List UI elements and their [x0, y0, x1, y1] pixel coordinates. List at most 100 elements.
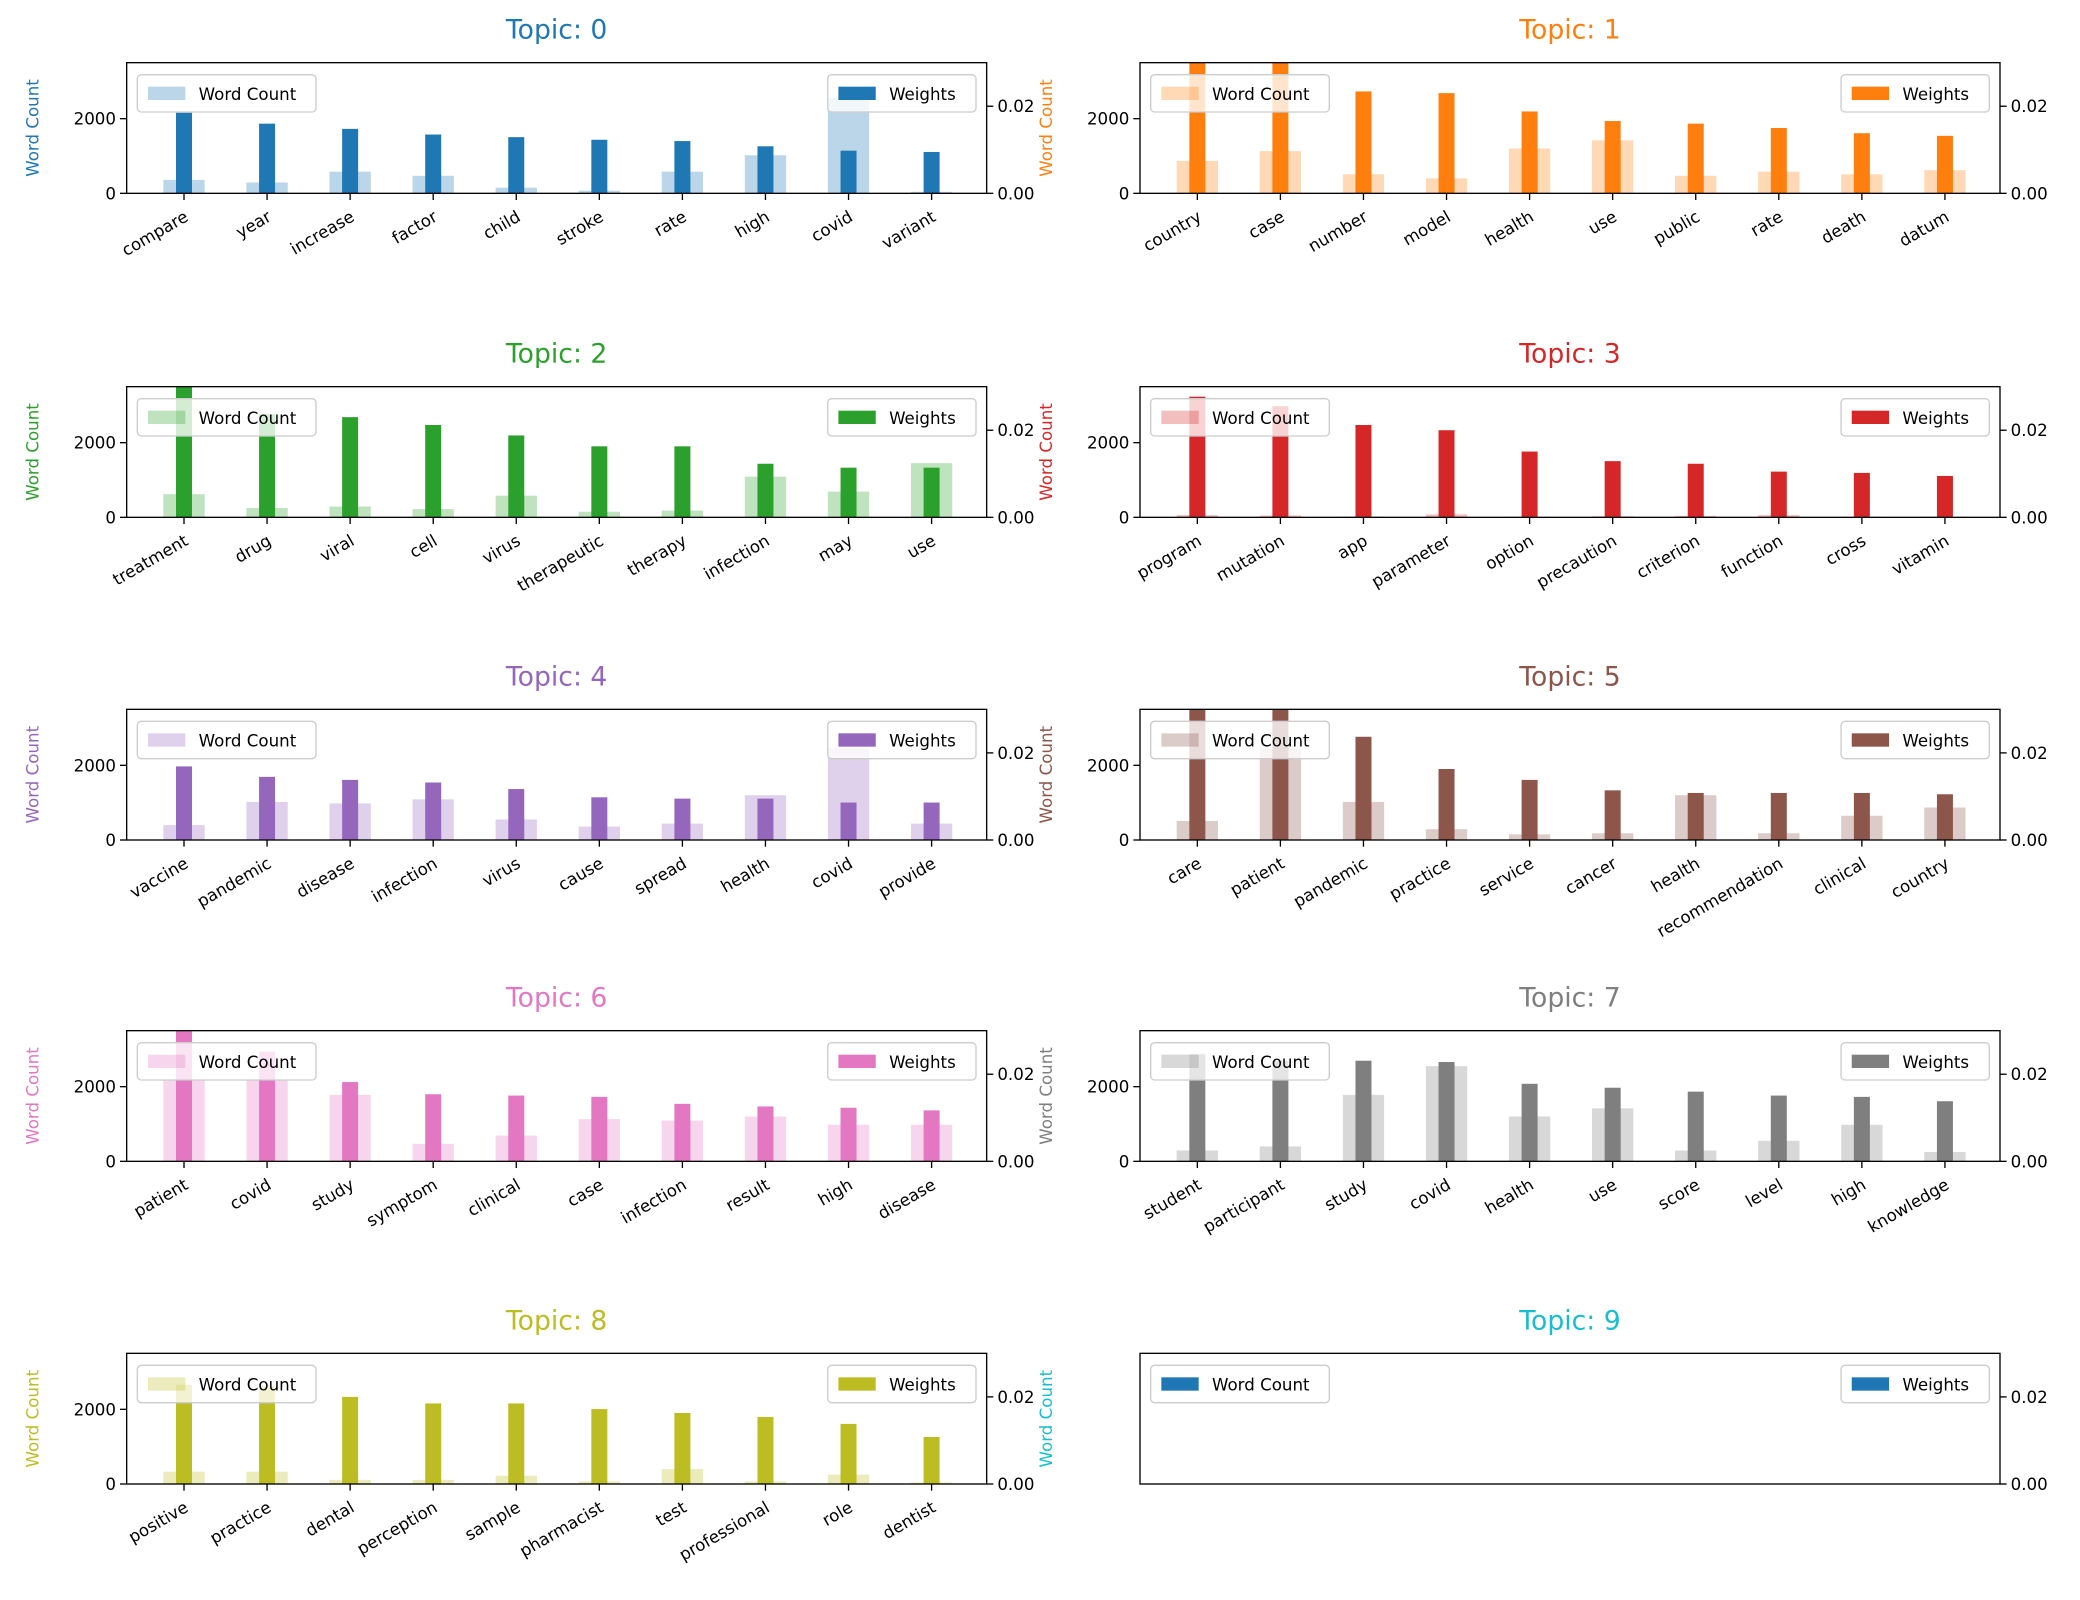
y-axis-label: Word Count	[24, 1369, 43, 1467]
x-tick-label: symptom	[363, 1175, 440, 1231]
weight-bar	[425, 1403, 442, 1484]
x-tick-label: public	[1650, 207, 1703, 249]
x-tick-label: therapeutic	[514, 531, 607, 596]
x-tick-label: sample	[462, 1498, 524, 1545]
subplot: Topic: 8 Word Count 0 2000 0.00 0.02 positive p…	[24, 1305, 1035, 1564]
weight-bar	[923, 1436, 940, 1484]
legend-swatch	[838, 86, 876, 100]
x-tick-label: year	[233, 207, 275, 242]
subplot-title: Topic: 4	[505, 661, 607, 692]
x-tick-label: model	[1399, 207, 1453, 249]
x-tick-label: disease	[875, 1175, 939, 1223]
x-tick-label: spread	[631, 854, 690, 899]
x-tick-label: rate	[651, 207, 690, 240]
x-tick-label: role	[819, 1498, 856, 1530]
y-tick-label: 2000	[1087, 110, 1129, 129]
weight-bar	[1355, 736, 1372, 840]
bars	[163, 386, 953, 518]
y-tick-label: 2000	[1087, 434, 1129, 453]
y-tick-label: 2000	[1087, 756, 1129, 775]
x-tick-label: increase	[287, 207, 357, 259]
legend-label: Weights	[889, 409, 956, 428]
weight-bar	[1604, 121, 1621, 194]
x-tick-label: provide	[875, 854, 939, 902]
x-tick-label: stroke	[553, 207, 607, 249]
y-tick-label: 2000	[74, 1078, 116, 1097]
x-tick-label: cross	[1822, 531, 1869, 569]
weight-bar	[176, 112, 192, 194]
weight-bar	[1355, 1060, 1372, 1162]
legend-box	[1840, 398, 1991, 437]
legend-label: Word Count	[1212, 85, 1310, 104]
weight-bar	[342, 1396, 359, 1484]
weight-bar	[757, 463, 774, 518]
y2-tick-label: 0.00	[2011, 1152, 2048, 1171]
axes-frame	[1139, 1352, 2001, 1485]
y2-tick-label: 0.00	[997, 1152, 1034, 1171]
y-tick-label: 0	[105, 831, 116, 850]
legend-swatch	[838, 1377, 876, 1391]
x-tick-label: level	[1742, 1175, 1786, 1211]
legend-box	[827, 1364, 977, 1404]
bars	[1176, 396, 1966, 518]
x-tick-label: precaution	[1533, 531, 1620, 592]
weight-bar	[1853, 792, 1870, 840]
y-axis-label: Word Count	[1037, 79, 1056, 177]
legend-swatch	[1161, 1377, 1199, 1391]
legend-box	[1150, 1042, 1330, 1081]
legend-swatch	[148, 1054, 186, 1068]
subplot-title: Topic: 6	[505, 983, 607, 1014]
y2-tick-label: 0.02	[997, 1388, 1034, 1407]
bars	[1176, 62, 1966, 194]
x-tick-label: score	[1655, 1175, 1703, 1214]
axes-frame	[1139, 386, 2001, 518]
x-tick-label: treatment	[109, 531, 191, 589]
x-tick-label: participant	[1200, 1175, 1288, 1237]
x-tick-label: vaccine	[127, 854, 192, 902]
y2-tick-label: 0.02	[997, 97, 1034, 116]
y-tick-label: 2000	[74, 110, 116, 129]
legend-box	[1150, 74, 1330, 113]
weight-bar	[259, 123, 276, 194]
subplot-title: Topic: 8	[505, 1305, 607, 1336]
x-tick-label: drug	[232, 531, 275, 567]
legend-label: Word Count	[1212, 1053, 1310, 1072]
x-tick-label: app	[1334, 531, 1371, 563]
x-tick-label: test	[653, 1497, 691, 1530]
x-tick-label: covid	[1406, 1175, 1454, 1214]
x-tick-label: health	[1482, 1175, 1537, 1218]
x-tick-label: study	[1321, 1175, 1371, 1215]
x-tick-label: virus	[479, 531, 524, 568]
legend-box	[1840, 1042, 1991, 1081]
x-tick-label: datum	[1896, 207, 1952, 251]
legend-label: Word Count	[1212, 1376, 1310, 1395]
subplot: Topic: 9 Word Count 0.00 0.02 Word Count Weig…	[1037, 1305, 2048, 1494]
weight-bar	[591, 797, 608, 840]
weight-bar	[342, 779, 359, 840]
legend-label: Word Count	[1212, 732, 1310, 751]
x-tick-label: health	[1648, 854, 1703, 897]
legend-label: Weights	[1902, 409, 1969, 428]
x-tick-label: death	[1818, 207, 1869, 248]
weight-bar	[176, 766, 192, 840]
weight-bar	[1189, 1054, 1206, 1162]
subplot: Topic: 0 Word Count 0 2000 0.00 0.02 compare ye…	[24, 15, 1035, 260]
x-tick-label: infection	[701, 531, 773, 584]
x-tick-label: country	[1888, 854, 1953, 902]
weight-bar	[840, 467, 857, 518]
weight-bar	[1604, 1087, 1621, 1162]
y-axis-label: Word Count	[24, 79, 43, 177]
weight-bar	[674, 1103, 691, 1162]
legend-label: Weights	[1902, 732, 1969, 751]
legend-swatch	[148, 86, 186, 100]
x-tick-label: cancer	[1562, 854, 1620, 899]
weight-bar	[1770, 128, 1787, 194]
x-tick-label: perception	[354, 1498, 441, 1559]
weight-bar	[1438, 93, 1455, 194]
legend-box	[136, 1364, 317, 1404]
legend-label: Weights	[889, 1053, 956, 1072]
weight-bar	[342, 1082, 359, 1162]
x-tick-label: rate	[1747, 207, 1786, 240]
